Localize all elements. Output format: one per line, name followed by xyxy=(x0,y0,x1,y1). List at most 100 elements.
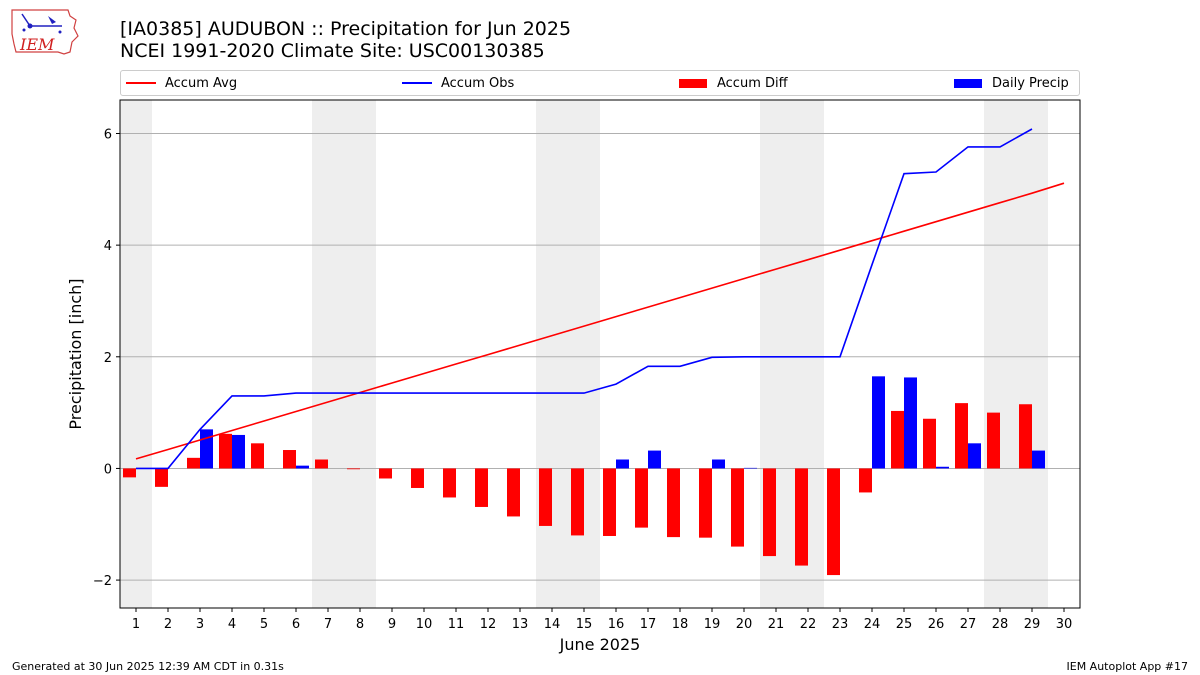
legend-swatch-accum-obs xyxy=(402,82,432,84)
weekend-shade-1 xyxy=(312,100,376,608)
x-axis-label: June 2025 xyxy=(559,635,641,654)
accum-diff-bar-20 xyxy=(731,468,744,547)
x-tick-label-16: 16 xyxy=(608,617,625,632)
accum-diff-bar-10 xyxy=(411,468,424,488)
accum-diff-bar-17 xyxy=(635,468,648,528)
iem-logo: IEM xyxy=(11,9,79,55)
plot-frame xyxy=(119,99,1081,609)
legend-swatch-daily-precip xyxy=(954,78,982,88)
accum-diff-bar-11 xyxy=(443,468,456,498)
x-tick-label-15: 15 xyxy=(576,617,593,632)
daily-precip-bar-3 xyxy=(200,429,213,469)
daily-precip-bar-20 xyxy=(744,467,757,469)
accum-diff-bar-14 xyxy=(539,468,552,526)
legend-label-daily-precip: Daily Precip xyxy=(992,75,1069,91)
x-tick-label-10: 10 xyxy=(416,617,433,632)
x-tick-label-28: 28 xyxy=(992,617,1009,632)
y-tick-label-3: 4 xyxy=(104,239,112,254)
x-tick-label-22: 22 xyxy=(800,617,817,632)
logo-text: IEM xyxy=(19,35,55,54)
x-tick-label-17: 17 xyxy=(640,617,657,632)
accum-diff-bar-23 xyxy=(827,468,840,576)
x-tick-label-5: 5 xyxy=(260,617,268,632)
x-tick-label-13: 13 xyxy=(512,617,529,632)
x-tick-label-29: 29 xyxy=(1024,617,1041,632)
x-tick-label-2: 2 xyxy=(164,617,172,632)
legend-label-accum-obs: Accum Obs xyxy=(441,75,515,91)
accum-avg-line xyxy=(135,182,1065,460)
y-tick-label-2: 2 xyxy=(104,351,112,366)
accum-diff-bar-25 xyxy=(891,410,904,469)
x-tick-label-4: 4 xyxy=(228,617,236,632)
x-tick-label-12: 12 xyxy=(480,617,497,632)
legend-item-accum-diff: Accum Diff xyxy=(679,71,788,95)
x-tick-label-1: 1 xyxy=(132,617,140,632)
generated-note: Generated at 30 Jun 2025 12:39 AM CDT in… xyxy=(12,660,284,673)
x-tick-label-30: 30 xyxy=(1056,617,1073,632)
accum-diff-bar-24 xyxy=(859,468,872,493)
y-tick-label-4: 6 xyxy=(104,127,112,142)
accum-obs-line xyxy=(136,128,1033,470)
x-tick-label-18: 18 xyxy=(672,617,689,632)
legend-label-accum-avg: Accum Avg xyxy=(165,75,238,91)
title-line-1: [IA0385] AUDUBON :: Precipitation for Ju… xyxy=(120,18,572,40)
chart-title: [IA0385] AUDUBON :: Precipitation for Ju… xyxy=(120,18,571,62)
app-note: IEM Autoplot App #17 xyxy=(1066,660,1189,673)
accum-diff-bar-3 xyxy=(187,457,200,469)
accum-diff-bar-27 xyxy=(955,403,968,469)
accum-diff-bar-1 xyxy=(123,468,136,478)
accum-diff-bar-2 xyxy=(155,468,168,487)
legend-swatch-accum-diff xyxy=(679,78,707,88)
weekend-shade-2 xyxy=(536,100,600,608)
daily-precip-bar-19 xyxy=(712,459,725,469)
x-tick-label-14: 14 xyxy=(544,617,561,632)
accum-diff-bar-15 xyxy=(571,468,584,536)
daily-precip-bar-6 xyxy=(296,465,309,469)
x-tick-label-24: 24 xyxy=(864,617,881,632)
legend-item-accum-obs: Accum Obs xyxy=(402,71,514,95)
x-tick-label-19: 19 xyxy=(704,617,721,632)
legend: Accum Avg Accum Obs Accum Diff Daily Pre… xyxy=(120,70,1080,96)
y-tick-label-1: 0 xyxy=(104,462,112,477)
accum-diff-bar-5 xyxy=(251,443,264,469)
y-axis-label: Precipitation [inch] xyxy=(66,278,85,429)
accum-diff-bar-21 xyxy=(763,468,776,557)
x-tick-label-6: 6 xyxy=(292,617,300,632)
x-tick-label-23: 23 xyxy=(832,617,849,632)
daily-precip-bar-25 xyxy=(904,377,917,469)
daily-precip-bar-26 xyxy=(936,466,949,469)
x-tick-label-21: 21 xyxy=(768,617,785,632)
x-tick-label-27: 27 xyxy=(960,617,977,632)
x-tick-label-26: 26 xyxy=(928,617,945,632)
x-tick-label-7: 7 xyxy=(324,617,332,632)
x-tick-label-3: 3 xyxy=(196,617,204,632)
x-tick-label-8: 8 xyxy=(356,617,364,632)
daily-precip-bar-16 xyxy=(616,459,629,469)
accum-diff-bar-8 xyxy=(347,468,360,470)
accum-diff-bar-6 xyxy=(283,450,296,469)
weekend-shade-0 xyxy=(120,100,152,608)
x-tick-label-20: 20 xyxy=(736,617,753,632)
accum-diff-bar-9 xyxy=(379,468,392,479)
accum-diff-bar-29 xyxy=(1019,404,1032,469)
x-tick-label-25: 25 xyxy=(896,617,913,632)
daily-precip-bar-4 xyxy=(232,434,245,469)
accum-diff-bar-19 xyxy=(699,468,712,538)
y-tick-label-0: −2 xyxy=(93,574,112,589)
accum-diff-bar-12 xyxy=(475,468,488,507)
legend-item-accum-avg: Accum Avg xyxy=(126,71,237,95)
accum-diff-bar-7 xyxy=(315,459,328,469)
daily-precip-bar-27 xyxy=(968,443,981,469)
accum-diff-bar-4 xyxy=(219,433,232,469)
x-tick-label-11: 11 xyxy=(448,617,465,632)
x-tick-label-9: 9 xyxy=(388,617,396,632)
accum-diff-bar-26 xyxy=(923,418,936,469)
title-line-2: NCEI 1991-2020 Climate Site: USC00130385 xyxy=(120,40,545,62)
daily-precip-bar-24 xyxy=(872,376,885,469)
legend-swatch-accum-avg xyxy=(126,82,156,84)
accum-diff-bar-18 xyxy=(667,468,680,538)
accum-diff-bar-13 xyxy=(507,468,520,517)
daily-precip-bar-29 xyxy=(1032,450,1045,469)
accum-diff-bar-22 xyxy=(795,468,808,566)
